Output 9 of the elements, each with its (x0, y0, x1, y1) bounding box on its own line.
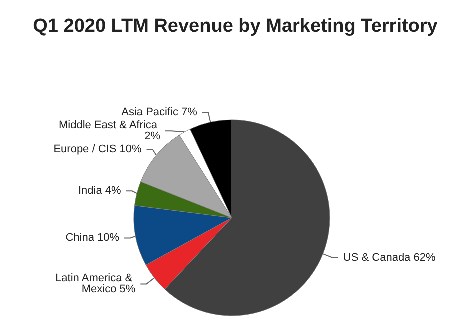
slice-label: Europe / CIS 10% (54, 144, 142, 156)
slice-label: Asia Pacific 7% (122, 106, 198, 119)
slice-label: Latin America & Mexico 5% (56, 272, 136, 296)
slice-label: Middle East & Africa (59, 120, 161, 132)
chart-title: Q1 2020 LTM Revenue by Marketing Territory (33, 16, 438, 37)
slice-label: India 4% (78, 185, 122, 198)
slice-label: China 10% (66, 232, 120, 244)
slice-label: US & Canada 62% (343, 252, 436, 264)
data-label: 2% (144, 130, 161, 143)
